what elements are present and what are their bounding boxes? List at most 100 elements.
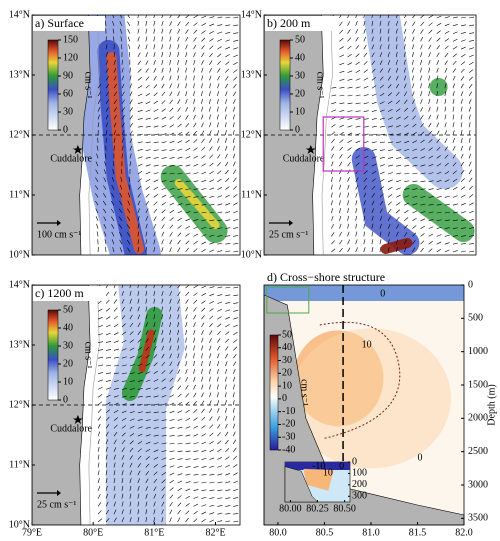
arrow: [339, 46, 344, 50]
arrow: [347, 117, 353, 120]
arrow: [97, 454, 100, 460]
arrow: [193, 122, 197, 128]
arrow: [331, 131, 336, 136]
arrow: [145, 354, 150, 359]
colorbar-label: 50: [295, 34, 305, 45]
place-label: Cuddalore: [283, 153, 325, 164]
arrow: [161, 450, 167, 453]
arrow: [145, 434, 151, 437]
arrow: [153, 395, 159, 398]
arrow: [371, 171, 377, 175]
arrow: [185, 247, 189, 253]
arrow: [177, 217, 183, 222]
arrow: [137, 215, 140, 221]
arrow: [452, 60, 457, 65]
arrow: [412, 188, 418, 190]
arrow: [169, 116, 174, 120]
arrow: [193, 241, 198, 245]
arrow: [121, 462, 124, 468]
arrow: [217, 465, 223, 468]
arrow: [217, 53, 222, 58]
arrow: [444, 171, 450, 175]
arrow: [404, 91, 408, 97]
arrow: [137, 239, 140, 245]
arrow: [161, 116, 167, 120]
arrow: [193, 466, 199, 468]
arrow: [233, 488, 239, 492]
arrow: [436, 138, 440, 143]
arrow: [347, 169, 351, 175]
arrow: [121, 285, 124, 289]
arrow: [460, 169, 465, 175]
place-label: Cuddalore: [50, 153, 92, 164]
arrow: [169, 172, 175, 175]
arrow: [169, 427, 175, 429]
arrow: [105, 60, 109, 65]
arrow: [209, 473, 215, 476]
arrow: [355, 140, 361, 144]
arrow: [379, 216, 383, 221]
arrow: [185, 418, 191, 421]
arrow: [444, 195, 450, 198]
colorbar-label: -30: [282, 432, 295, 443]
arrow: [209, 16, 215, 19]
arrow: [129, 115, 133, 120]
arrow: [137, 44, 141, 50]
arrow: [97, 401, 103, 406]
arrow: [137, 68, 142, 73]
arrow: [363, 148, 369, 151]
arrow: [225, 464, 230, 468]
arrow: [339, 132, 344, 136]
arrow: [145, 164, 151, 167]
arrow: [137, 193, 141, 198]
arrow: [404, 140, 410, 144]
arrow: [153, 125, 159, 128]
arrow: [233, 235, 239, 237]
arrow: [193, 384, 196, 390]
arrow: [153, 456, 159, 460]
map-content: [32, 15, 240, 255]
arrow: [404, 239, 407, 245]
arrow: [379, 109, 385, 112]
arrow: [129, 99, 133, 104]
arrow: [169, 435, 175, 437]
arrow: [153, 346, 157, 351]
arrow: [129, 433, 135, 437]
arrow: [113, 493, 116, 499]
arrow: [137, 93, 143, 97]
arrow: [153, 330, 156, 335]
arrow: [121, 478, 124, 484]
arrow: [129, 364, 135, 367]
y-tick-label: 12°N: [9, 399, 30, 410]
arrow: [217, 203, 223, 206]
arrow: [363, 36, 367, 42]
arrow: [169, 59, 171, 65]
arrow: [444, 38, 450, 42]
arrow: [193, 329, 196, 335]
x-tick-label: 81°E: [144, 527, 164, 538]
arrow: [127, 36, 131, 42]
arrow: [201, 361, 203, 367]
arrow: [113, 424, 118, 429]
arrow: [129, 83, 132, 89]
arrow: [153, 100, 159, 105]
arrow: [153, 44, 156, 50]
arrow: [363, 61, 368, 66]
arrow: [145, 231, 148, 237]
arrow: [185, 488, 191, 492]
arrow: [145, 441, 151, 445]
arrow: [119, 15, 123, 19]
arrow: [379, 239, 382, 245]
arrow: [339, 200, 341, 206]
arrow: [468, 62, 474, 66]
arrow: [363, 52, 368, 58]
arrow: [169, 44, 172, 50]
arrow: [104, 231, 107, 237]
arrow: [388, 133, 394, 136]
arrow: [105, 91, 110, 97]
arrow: [161, 164, 167, 167]
arrow: [177, 361, 180, 367]
arrow: [233, 177, 237, 182]
arrow: [225, 130, 227, 136]
arrow: [428, 163, 434, 167]
